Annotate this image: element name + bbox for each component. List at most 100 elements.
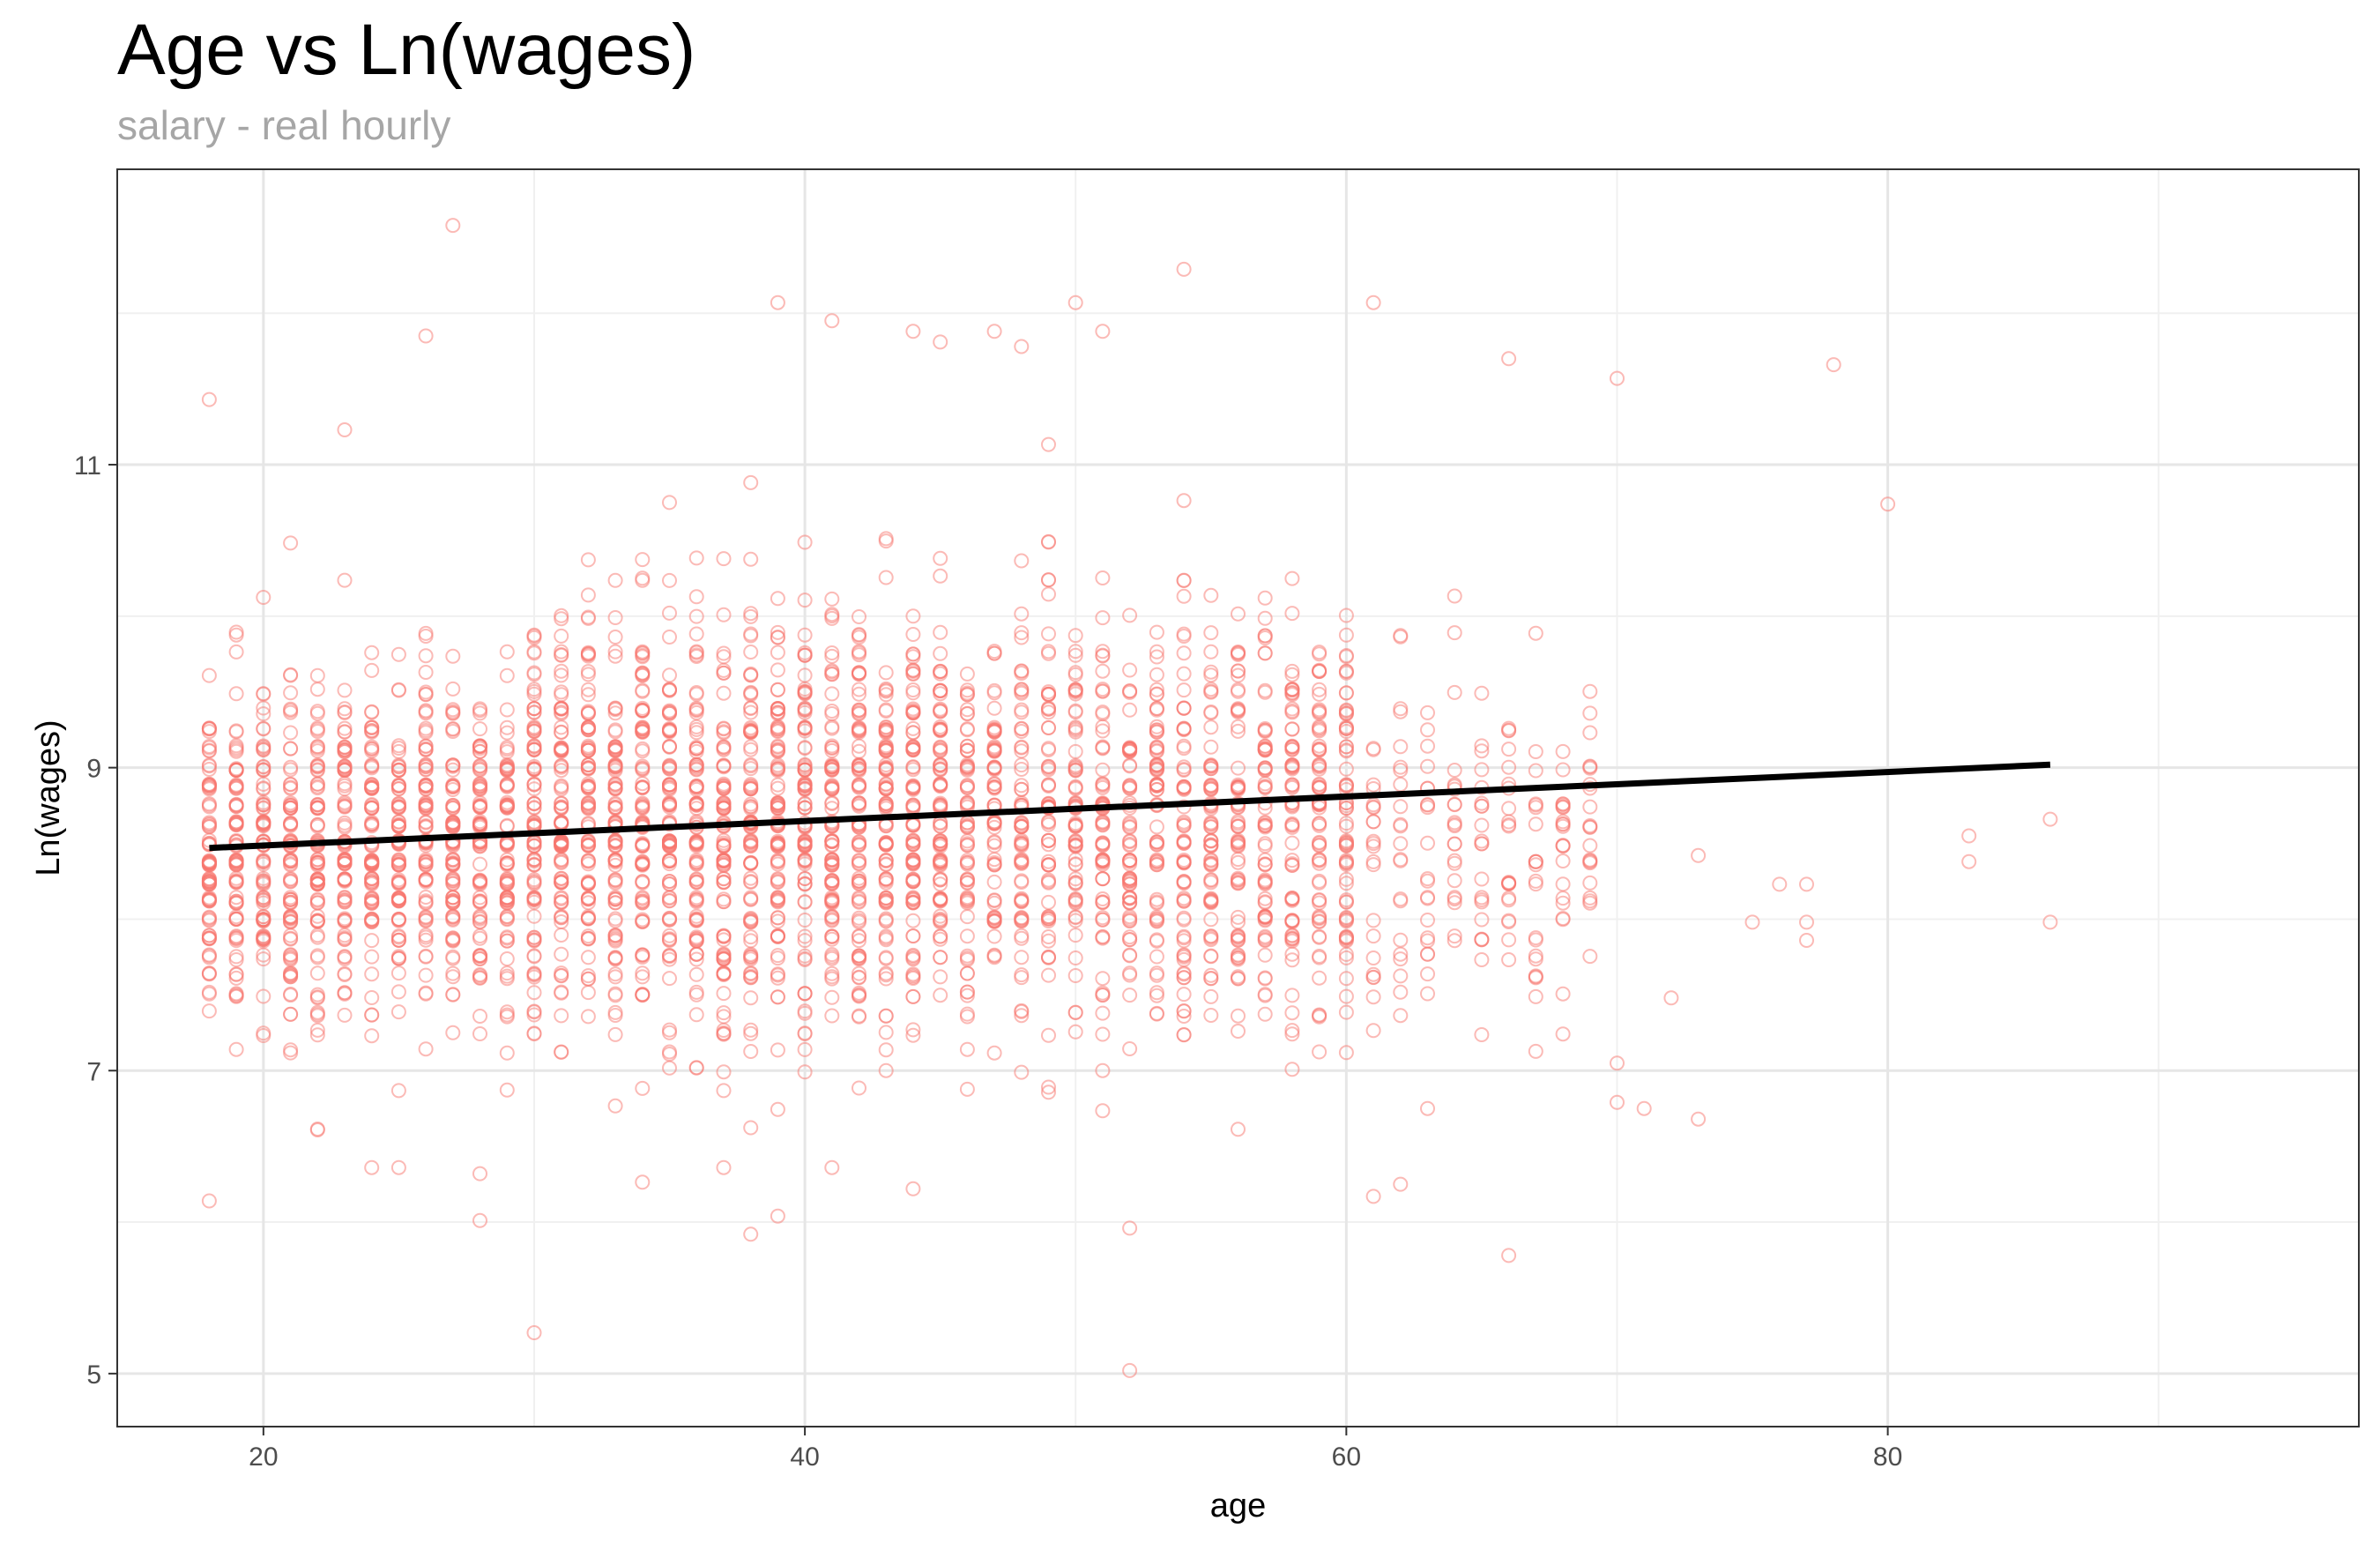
data-point (228, 627, 244, 643)
data-point (743, 551, 759, 567)
data-point (688, 801, 704, 816)
data-point (472, 1009, 487, 1024)
data-point (635, 725, 651, 740)
data-point (1284, 570, 1300, 586)
data-point (201, 910, 217, 926)
data-point (716, 1083, 732, 1099)
data-point (526, 723, 542, 739)
data-point (1393, 984, 1409, 1000)
data-point (770, 970, 785, 986)
data-point (283, 685, 299, 701)
data-point (1447, 625, 1462, 641)
data-point (1528, 796, 1543, 812)
data-point (1528, 744, 1543, 759)
data-point (635, 758, 651, 774)
data-point (770, 875, 785, 891)
data-point (499, 1009, 515, 1025)
data-point (635, 741, 651, 757)
data-point (770, 890, 785, 906)
data-point (743, 777, 759, 793)
data-point (770, 989, 785, 1005)
data-point (1041, 534, 1056, 550)
data-point (743, 799, 759, 815)
data-point (256, 700, 271, 716)
data-point (1528, 763, 1543, 779)
data-point (526, 682, 542, 697)
data-point (1284, 1005, 1300, 1021)
data-point (635, 837, 651, 853)
data-point (472, 839, 487, 854)
data-point (716, 835, 732, 851)
data-point (933, 928, 948, 944)
data-point (228, 852, 244, 868)
data-point (1691, 847, 1707, 863)
data-point (554, 873, 569, 889)
data-point (1257, 970, 1273, 986)
data-point (337, 720, 353, 736)
data-point (1582, 799, 1598, 815)
data-point (228, 988, 244, 1003)
data-point (662, 572, 677, 588)
data-point (201, 1193, 217, 1209)
data-point (743, 626, 759, 642)
data-point (580, 950, 596, 965)
data-point (635, 857, 651, 873)
data-point (309, 800, 325, 816)
data-point (933, 645, 948, 661)
data-point (309, 762, 325, 778)
data-point (1284, 988, 1300, 1003)
data-point (283, 725, 299, 741)
data-point (418, 742, 434, 757)
data-point (445, 816, 461, 831)
data-point (607, 874, 623, 889)
data-point (309, 854, 325, 870)
data-point (526, 890, 542, 906)
data-point (1582, 838, 1598, 853)
data-point (418, 909, 434, 925)
data-point (418, 665, 434, 680)
data-point (1176, 261, 1192, 277)
data-point (445, 912, 461, 928)
data-point (283, 703, 299, 719)
data-point (309, 667, 325, 683)
data-point (472, 948, 487, 964)
data-point (635, 1080, 651, 1096)
data-point (364, 777, 380, 793)
data-point (283, 779, 299, 795)
y-axis-title: Ln(wages) (30, 719, 67, 876)
data-point (797, 682, 813, 697)
data-point (256, 818, 271, 834)
data-point (309, 705, 325, 721)
data-point (743, 834, 759, 850)
data-point (580, 985, 596, 1001)
data-point (635, 666, 651, 682)
data-point (309, 965, 325, 981)
data-point (905, 682, 921, 697)
data-point (688, 796, 704, 812)
data-point (1365, 989, 1381, 1005)
data-point (1203, 988, 1219, 1004)
data-point (228, 890, 244, 906)
data-point (472, 779, 487, 794)
data-point (933, 969, 948, 985)
data-point (337, 872, 353, 888)
data-point (554, 853, 569, 868)
data-point (390, 816, 406, 832)
data-point (445, 819, 461, 835)
data-point (1176, 588, 1192, 604)
data-point (743, 780, 759, 796)
data-point (283, 987, 299, 1002)
data-point (445, 218, 461, 234)
data-point (743, 608, 759, 624)
data-point (770, 645, 785, 660)
data-point (1014, 339, 1030, 354)
data-point (1257, 947, 1273, 963)
data-point (309, 720, 325, 736)
data-point (499, 759, 515, 775)
data-point (283, 891, 299, 907)
data-point (1420, 1100, 1435, 1116)
data-point (716, 1005, 732, 1021)
data-point (418, 723, 434, 738)
data-point (743, 854, 759, 870)
